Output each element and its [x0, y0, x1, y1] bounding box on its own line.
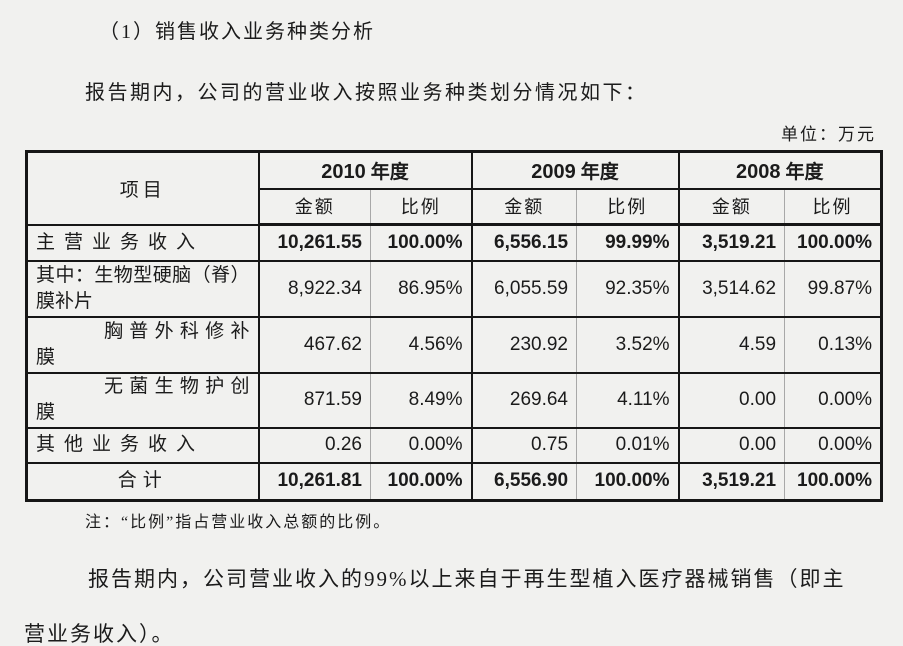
subheader-row: 金额 比例 金额 比例 金额 比例 — [27, 187, 883, 226]
year-header-2009: 2009 年度 — [470, 150, 680, 190]
row-label: 主营业务收入 — [25, 223, 260, 262]
year-suffix: 年度 — [370, 161, 409, 183]
amount-cell: 3,519.21 — [677, 461, 786, 502]
ratio-cell: 4.56% — [369, 315, 473, 374]
unit-label: 单位：万元 — [781, 125, 876, 144]
table-row-total: 合计 10,261.81 100.00% 6,556.90 100.00% 3,… — [25, 461, 883, 502]
year-number: 2008 — [736, 160, 781, 183]
row-label: 其中：生物型硬脑（脊） 膜补片 — [25, 259, 260, 318]
year-number: 2010 — [321, 160, 366, 183]
ratio-cell: 4.11% — [576, 371, 680, 429]
amount-cell: 871.59 — [257, 371, 371, 429]
subheader-amount-2008: 金额 — [677, 187, 786, 226]
ratio-cell: 99.87% — [784, 259, 883, 318]
year-header-row: 项目 2010 年度 2009 年度 2008 年度 — [25, 150, 883, 226]
ratio-cell: 100.00% — [784, 461, 883, 502]
table-row-other-income: 其他业务收入 0.26 0.00% 0.75 0.01% 0.00 0.00% — [25, 426, 883, 464]
ratio-cell: 100.00% — [784, 223, 883, 262]
ratio-cell: 0.00% — [369, 426, 473, 464]
subheader-ratio-2010: 比例 — [369, 187, 473, 226]
amount-cell: 8,922.34 — [257, 259, 371, 318]
table-row-wound-membrane: 无菌生物护创膜 871.59 8.49% 269.64 4.11% 0.00 0… — [25, 371, 883, 429]
table-row-dura-patch: 其中：生物型硬脑（脊） 膜补片 8,922.34 86.95% 6,055.59 … — [25, 259, 883, 318]
amount-cell: 0.00 — [677, 426, 786, 464]
amount-cell: 6,055.59 — [470, 259, 578, 318]
ratio-cell: 0.13% — [784, 315, 883, 374]
ratio-cell: 86.95% — [369, 259, 473, 318]
amount-cell: 6,556.15 — [470, 223, 578, 262]
row-label: 其他业务收入 — [25, 426, 260, 464]
revenue-table-container: 项目 2010 年度 2009 年度 2008 年度 金额 比例 金额 比例 金额 比… — [25, 150, 884, 502]
row-label-total: 合计 — [25, 461, 260, 502]
table-row-thoracic-membrane: 胸普外科修补膜 467.62 4.56% 230.92 3.52% 4.59 0… — [25, 315, 883, 374]
year-number: 2009 — [531, 160, 576, 183]
table-row-main-business: 主营业务收入 10,261.55 100.00% 6,556.15 99.99%… — [25, 223, 883, 262]
row-label: 胸普外科修补膜 — [25, 315, 260, 374]
ratio-cell: 100.00% — [369, 461, 473, 502]
closing-paragraph-line2: 营业务收入）。 — [24, 622, 175, 646]
amount-cell: 0.00 — [677, 371, 786, 429]
amount-cell: 3,514.62 — [677, 259, 786, 318]
year-header-2008: 2008 年度 — [677, 150, 883, 190]
subheader-amount-2009: 金额 — [470, 187, 578, 226]
footnote: 注：“比例”指占营业收入总额的比例。 — [85, 514, 392, 531]
ratio-cell: 99.99% — [576, 223, 680, 262]
amount-cell: 4.59 — [677, 315, 786, 374]
row-label: 无菌生物护创膜 — [25, 371, 260, 429]
ratio-cell: 100.00% — [576, 461, 680, 502]
amount-cell: 6,556.90 — [470, 461, 578, 502]
ratio-cell: 0.00% — [784, 371, 883, 429]
amount-cell: 0.75 — [470, 426, 578, 464]
year-suffix: 年度 — [785, 161, 824, 183]
subheader-ratio-2009: 比例 — [576, 187, 680, 226]
revenue-by-business-table: 项目 2010 年度 2009 年度 2008 年度 金额 比例 金额 比例 金额 比… — [25, 150, 884, 502]
ratio-cell: 92.35% — [576, 259, 680, 318]
amount-cell: 10,261.55 — [257, 223, 371, 262]
amount-cell: 269.64 — [470, 371, 578, 429]
ratio-cell: 8.49% — [369, 371, 473, 429]
amount-cell: 230.92 — [470, 315, 578, 374]
year-suffix: 年度 — [580, 161, 619, 183]
amount-cell: 467.62 — [257, 315, 371, 374]
ratio-cell: 0.01% — [576, 426, 680, 464]
year-header-2010: 2010 年度 — [257, 150, 473, 190]
section-heading: （1）销售收入业务种类分析 — [99, 21, 375, 43]
ratio-cell: 0.00% — [784, 426, 883, 464]
amount-cell: 10,261.81 — [257, 461, 371, 502]
intro-paragraph: 报告期内，公司的营业收入按照业务种类划分情况如下： — [85, 82, 648, 104]
subheader-amount-2010: 金额 — [257, 187, 371, 226]
ratio-cell: 100.00% — [369, 223, 473, 262]
amount-cell: 0.26 — [257, 426, 371, 464]
subheader-ratio-2008: 比例 — [784, 187, 883, 226]
col-header-item: 项目 — [25, 150, 260, 226]
closing-paragraph-line1: 报告期内，公司营业收入的99%以上来自于再生型植入医疗器械销售（即主 — [88, 567, 846, 591]
ratio-cell: 3.52% — [576, 315, 680, 374]
amount-cell: 3,519.21 — [677, 223, 786, 262]
